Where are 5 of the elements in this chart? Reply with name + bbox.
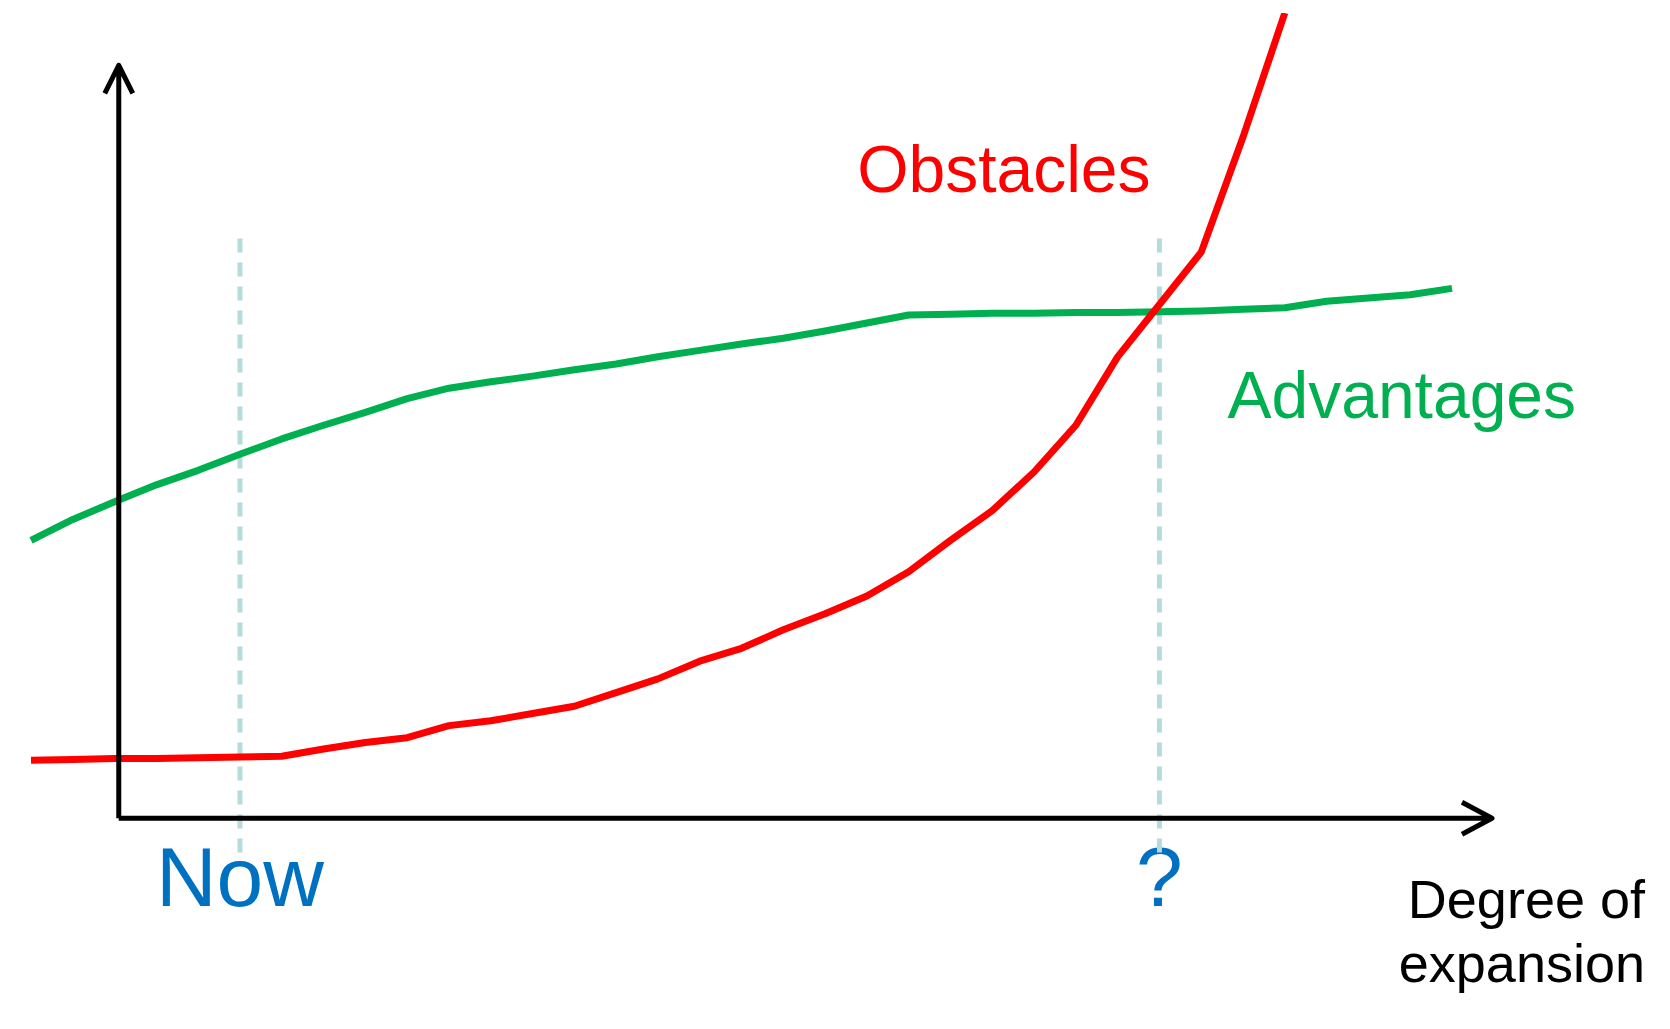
x-tick-label: Now	[155, 829, 325, 924]
series-label: Obstacles	[857, 132, 1151, 207]
series-label: Advantages	[1227, 357, 1577, 432]
x-axis-title: Degree of expansion	[1398, 869, 1646, 994]
x-tick-label: ?	[1136, 829, 1183, 924]
